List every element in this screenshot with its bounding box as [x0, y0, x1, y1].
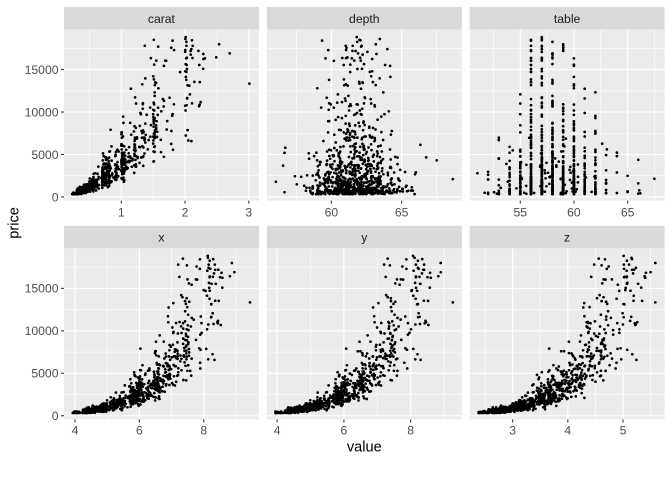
- svg-text:depth: depth: [349, 12, 380, 26]
- svg-text:table: table: [554, 12, 581, 26]
- svg-text:x: x: [158, 231, 164, 245]
- svg-text:y: y: [361, 231, 368, 245]
- svg-text:carat: carat: [148, 12, 176, 26]
- svg-text:z: z: [564, 231, 570, 245]
